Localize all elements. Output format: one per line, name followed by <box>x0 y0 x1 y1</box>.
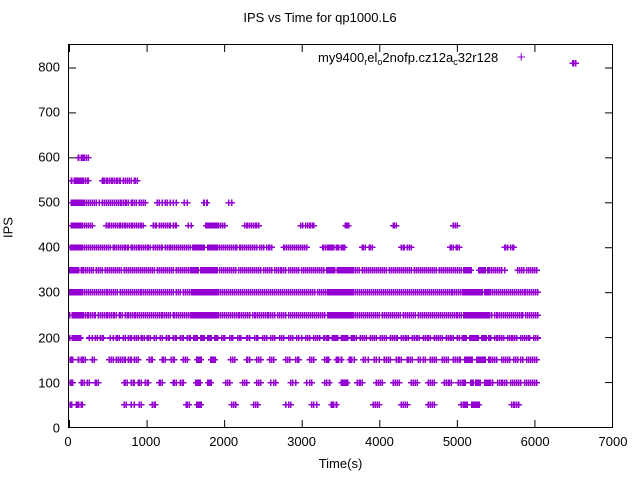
x-tick-label: 7000 <box>598 434 628 449</box>
y-tick-label: 300 <box>38 284 60 300</box>
chart-title: IPS vs Time for qp1000.L6 <box>243 10 397 25</box>
x-tick-label: 6000 <box>520 434 550 449</box>
x-tick-label: 3000 <box>287 434 317 449</box>
scatter-markers <box>69 45 612 427</box>
x-tick-label: 1000 <box>131 434 161 449</box>
x-axis-tick-labels: 0 1000 2000 3000 4000 5000 6000 7000 <box>64 434 627 454</box>
y-tick-label: 500 <box>38 194 60 210</box>
y-tick-label: 100 <box>38 375 60 391</box>
y-tick-label: 200 <box>38 330 60 346</box>
y-tick-label: 0 <box>52 420 60 436</box>
y-tick-label: 700 <box>38 104 60 120</box>
legend-series-label: my9400relo2nofp.cz12ac32r128 <box>318 49 499 67</box>
x-axis-label: Time(s) <box>318 456 363 471</box>
x-tick-label: 5000 <box>442 434 472 449</box>
x-tick-label: 4000 <box>364 434 394 449</box>
y-tick-label: 800 <box>38 59 60 75</box>
plot-area <box>68 44 613 428</box>
x-tick-label: 0 <box>64 434 72 449</box>
x-tick-label: 2000 <box>209 434 239 449</box>
y-tick-label: 600 <box>38 149 60 165</box>
y-axis-tick-labels: 0 100 200 300 400 500 600 700 800 <box>0 44 60 435</box>
y-tick-label: 400 <box>38 239 60 255</box>
legend-marker-icon: + <box>516 48 526 66</box>
legend: my9400relo2nofp.cz12ac32r128 + <box>318 47 536 67</box>
